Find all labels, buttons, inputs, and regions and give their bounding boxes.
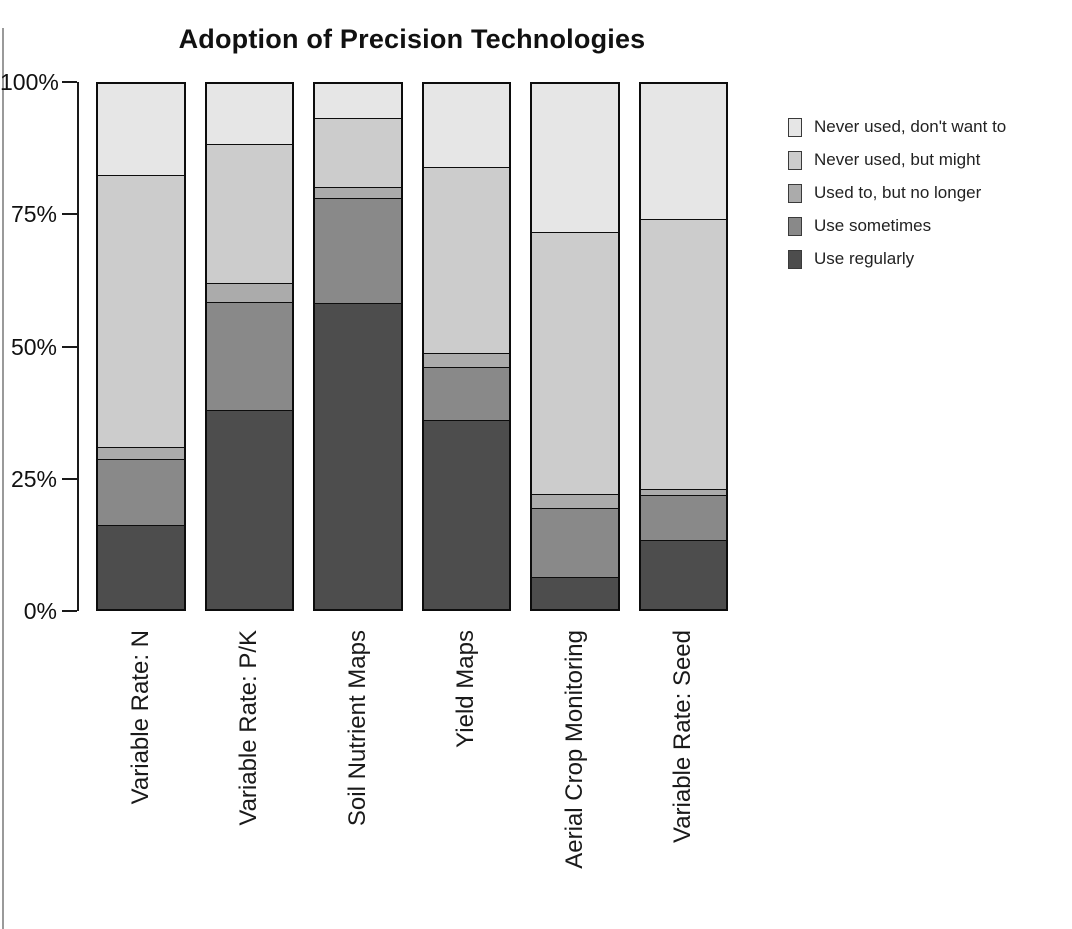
bar-segment bbox=[98, 447, 184, 459]
x-axis-label: Variable Rate: N bbox=[126, 630, 154, 805]
x-axis-label: Aerial Crop Monitoring bbox=[560, 630, 588, 869]
legend-swatch bbox=[788, 216, 802, 236]
legend-label: Use sometimes bbox=[814, 216, 932, 235]
legend-item: Use regularly bbox=[788, 248, 1006, 270]
bar-segment bbox=[98, 84, 184, 176]
x-axis-label: Variable Rate: Seed bbox=[669, 630, 697, 844]
window-edge-line bbox=[2, 28, 4, 929]
legend-label: Use regularly bbox=[814, 249, 915, 268]
bar-segment bbox=[423, 167, 509, 354]
bar-segment bbox=[532, 508, 618, 577]
y-axis bbox=[77, 82, 747, 611]
bar-segment bbox=[206, 282, 292, 303]
y-axis-tick bbox=[62, 81, 77, 83]
bar-variable-rate-seed bbox=[638, 82, 728, 611]
bar-segment bbox=[423, 367, 509, 421]
chart-title: Adoption of Precision Technologies bbox=[178, 24, 646, 54]
bar-segment bbox=[315, 117, 401, 187]
bar-segment bbox=[640, 494, 726, 541]
bar-segment bbox=[640, 219, 726, 489]
bar-segment bbox=[640, 540, 726, 609]
legend-swatch bbox=[788, 117, 802, 137]
legend-swatch bbox=[788, 183, 802, 203]
bar-segment bbox=[315, 186, 401, 199]
legend: Never used, don't want to Never used, but… bbox=[788, 116, 1006, 270]
y-axis-tick bbox=[62, 610, 77, 612]
bar-segment bbox=[423, 420, 509, 609]
legend-label: Used to, but no longer bbox=[814, 183, 982, 202]
bar-segment bbox=[640, 84, 726, 220]
bar-segment bbox=[98, 524, 184, 609]
y-tick-label: 75% bbox=[10, 201, 57, 228]
bar-segment bbox=[532, 232, 618, 494]
bar-segment bbox=[532, 84, 618, 233]
y-tick-label: 100% bbox=[0, 69, 59, 95]
bar-segment bbox=[532, 493, 618, 509]
bars-area bbox=[77, 82, 747, 611]
bar-segment bbox=[532, 576, 618, 610]
legend-item: Use sometimes bbox=[788, 215, 1006, 237]
bar-soil-nutrient-maps bbox=[313, 82, 403, 611]
legend-label: Never used, but might bbox=[814, 150, 981, 169]
bar-segment bbox=[315, 198, 401, 304]
legend-label: Never used, don't want to bbox=[814, 117, 1007, 136]
bar-yield-maps bbox=[421, 82, 511, 611]
x-axis-label: Variable Rate: P/K bbox=[235, 630, 263, 826]
legend-item: Used to, but no longer bbox=[788, 182, 1006, 204]
legend-swatch bbox=[788, 249, 802, 269]
y-tick-label: 0% bbox=[23, 598, 57, 624]
bar-segment bbox=[206, 84, 292, 144]
bar-segment bbox=[315, 303, 401, 609]
bar-segment bbox=[206, 410, 292, 610]
bar-segment bbox=[206, 143, 292, 283]
bar-variable-rate-n bbox=[96, 82, 186, 611]
y-tick-label: 25% bbox=[10, 465, 57, 492]
bar-aerial-crop-monitoring bbox=[530, 82, 620, 611]
y-axis-tick bbox=[62, 477, 77, 480]
legend-swatch bbox=[788, 150, 802, 170]
bar-segment bbox=[98, 458, 184, 525]
x-axis-label: Soil Nutrient Maps bbox=[343, 630, 371, 827]
legend-item: Never used, don't want to bbox=[788, 116, 1006, 138]
bar-variable-rate-p-k bbox=[204, 82, 294, 611]
legend-item: Never used, but might bbox=[788, 149, 1006, 171]
bar-segment bbox=[423, 353, 509, 368]
y-axis-tick bbox=[62, 345, 77, 348]
bar-segment bbox=[423, 84, 509, 168]
x-axis-label: Yield Maps bbox=[452, 630, 480, 748]
y-tick-label: 50% bbox=[10, 333, 57, 360]
bar-segment bbox=[315, 84, 401, 118]
bar-segment bbox=[206, 302, 292, 411]
bar-segment bbox=[98, 175, 184, 448]
y-axis-tick bbox=[62, 213, 77, 216]
bar-segment bbox=[640, 488, 726, 495]
